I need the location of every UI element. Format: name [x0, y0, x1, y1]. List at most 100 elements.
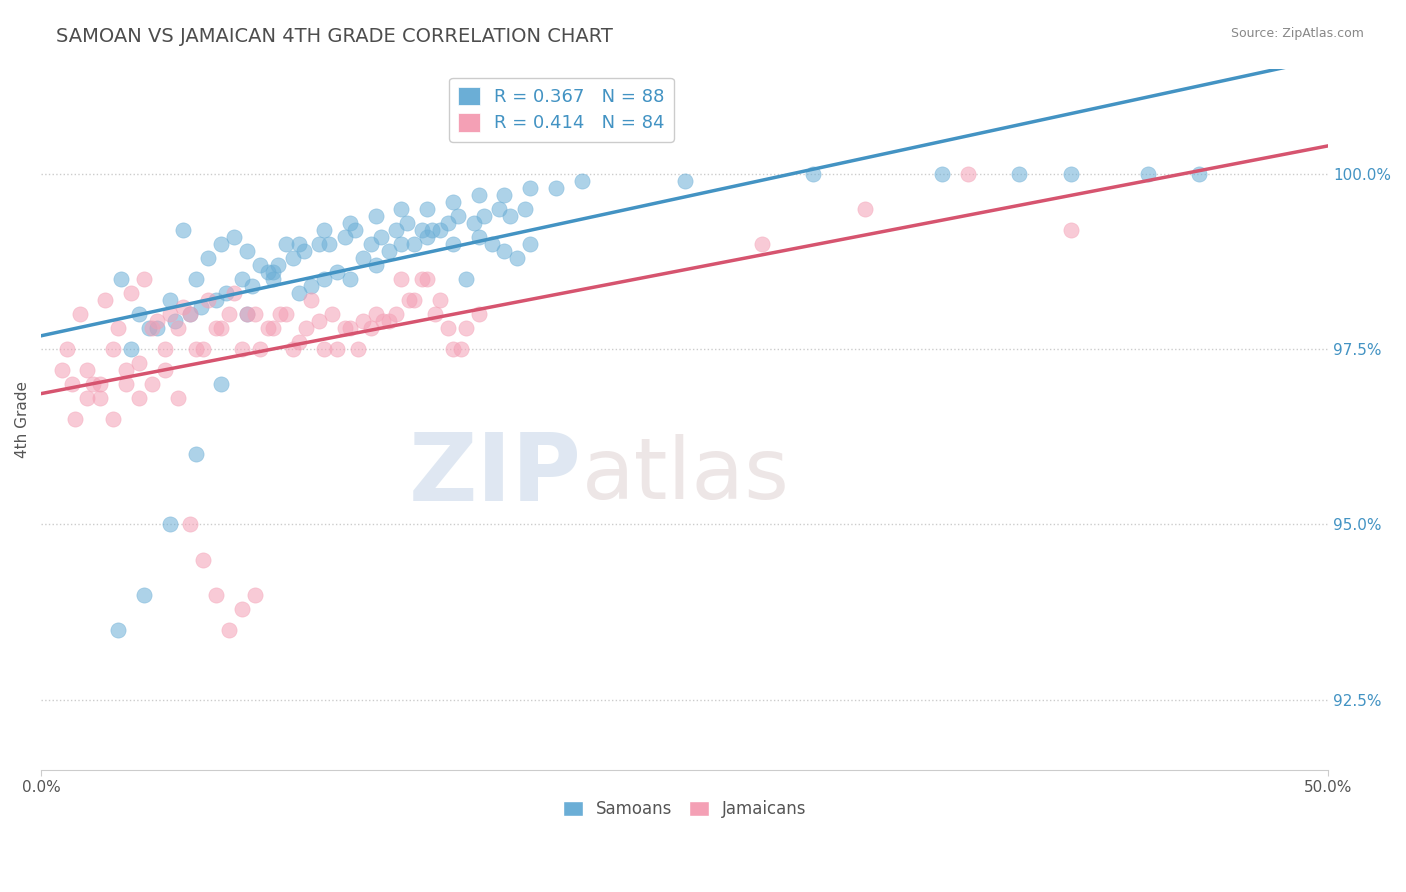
Point: [128, 307, 150, 321]
Point: [69, 307, 91, 321]
Point: [441, 236, 464, 251]
Point: [60, 377, 83, 392]
Point: [404, 236, 426, 251]
Point: [385, 223, 408, 237]
Point: [411, 272, 433, 286]
Point: [1060, 167, 1083, 181]
Point: [853, 202, 876, 216]
Y-axis label: 4th Grade: 4th Grade: [15, 381, 30, 458]
Point: [292, 244, 315, 258]
Point: [287, 335, 309, 350]
Legend: Samoans, Jamaicans: Samoans, Jamaicans: [555, 794, 814, 825]
Point: [411, 223, 433, 237]
Point: [1060, 223, 1083, 237]
Point: [364, 307, 387, 321]
Point: [236, 307, 259, 321]
Point: [339, 216, 361, 230]
Point: [249, 342, 271, 356]
Point: [391, 236, 413, 251]
Point: [956, 167, 979, 181]
Point: [299, 293, 322, 307]
Point: [159, 517, 181, 532]
Point: [441, 342, 464, 356]
Point: [141, 321, 163, 335]
Point: [115, 377, 138, 392]
Point: [172, 300, 194, 314]
Point: [377, 314, 399, 328]
Point: [429, 223, 451, 237]
Point: [333, 321, 356, 335]
Text: Source: ZipAtlas.com: Source: ZipAtlas.com: [1230, 27, 1364, 40]
Text: SAMOAN VS JAMAICAN 4TH GRADE CORRELATION CHART: SAMOAN VS JAMAICAN 4TH GRADE CORRELATION…: [56, 27, 613, 45]
Point: [193, 552, 215, 566]
Point: [262, 272, 284, 286]
Point: [146, 321, 169, 335]
Point: [333, 230, 356, 244]
Point: [63, 412, 86, 426]
Point: [416, 230, 439, 244]
Point: [1008, 167, 1031, 181]
Point: [571, 174, 593, 188]
Point: [472, 209, 495, 223]
Point: [103, 342, 125, 356]
Point: [391, 272, 413, 286]
Point: [197, 251, 219, 265]
Point: [184, 272, 207, 286]
Point: [287, 285, 309, 300]
Point: [270, 307, 292, 321]
Point: [447, 209, 470, 223]
Point: [218, 623, 240, 637]
Point: [89, 377, 111, 392]
Point: [172, 223, 194, 237]
Point: [494, 244, 516, 258]
Point: [391, 202, 413, 216]
Point: [373, 314, 395, 328]
Point: [132, 588, 155, 602]
Point: [159, 307, 181, 321]
Point: [166, 391, 188, 405]
Point: [179, 307, 201, 321]
Point: [193, 342, 215, 356]
Point: [467, 307, 489, 321]
Point: [467, 230, 489, 244]
Point: [249, 258, 271, 272]
Point: [163, 314, 186, 328]
Point: [437, 216, 460, 230]
Point: [184, 342, 207, 356]
Point: [519, 181, 541, 195]
Point: [416, 202, 439, 216]
Point: [190, 300, 212, 314]
Point: [115, 363, 138, 377]
Point: [506, 251, 529, 265]
Text: atlas: atlas: [582, 434, 790, 516]
Point: [299, 279, 322, 293]
Point: [326, 342, 349, 356]
Point: [274, 236, 297, 251]
Point: [141, 377, 163, 392]
Point: [146, 314, 169, 328]
Point: [295, 321, 318, 335]
Point: [339, 272, 361, 286]
Point: [243, 307, 266, 321]
Point: [801, 167, 824, 181]
Point: [398, 293, 420, 307]
Point: [494, 187, 516, 202]
Point: [76, 363, 98, 377]
Point: [308, 236, 330, 251]
Point: [326, 265, 349, 279]
Point: [544, 181, 567, 195]
Point: [256, 265, 278, 279]
Point: [197, 293, 219, 307]
Point: [437, 321, 460, 335]
Point: [364, 258, 387, 272]
Point: [107, 623, 129, 637]
Point: [209, 321, 232, 335]
Point: [931, 167, 953, 181]
Point: [153, 342, 176, 356]
Point: [236, 244, 259, 258]
Point: [51, 363, 73, 377]
Point: [179, 307, 201, 321]
Point: [236, 307, 259, 321]
Point: [346, 342, 368, 356]
Point: [256, 321, 278, 335]
